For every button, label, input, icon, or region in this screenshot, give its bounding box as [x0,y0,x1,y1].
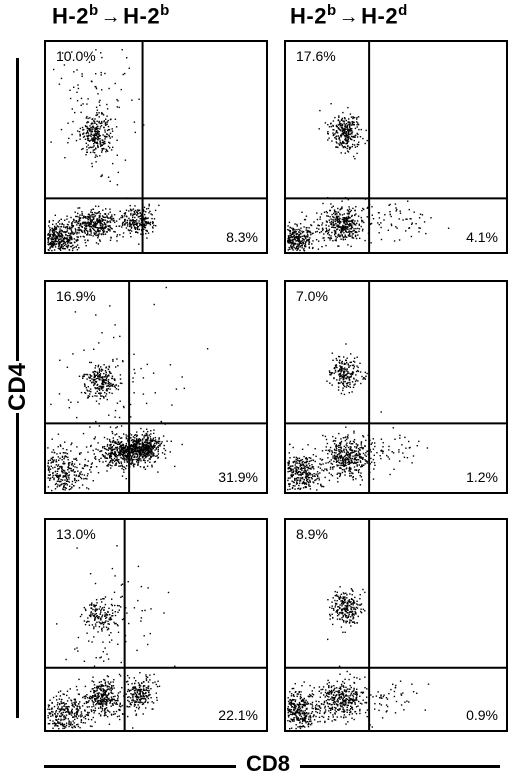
flow-plot-r0c1: 17.6% 4.1% [284,40,508,254]
x-axis-label: CD8 [236,750,301,778]
lower-right-percent: 0.9% [466,707,498,723]
event-dots [47,49,160,252]
flow-plot-r1c1: 7.0% 1.2% [284,280,508,494]
plot-frame [284,280,508,494]
event-dots [287,343,429,491]
event-dots [287,586,430,730]
plot-frame [284,518,508,732]
flow-plot-r2c0: 13.0% 22.1% [44,518,268,732]
arrow-icon: → [100,6,122,29]
upper-left-percent: 17.6% [296,48,336,64]
header-sup: d [398,2,408,19]
event-dots [287,103,450,252]
event-dots [47,286,209,492]
flow-plot-r2c1: 8.9% 0.9% [284,518,508,732]
lower-right-percent: 31.9% [218,469,258,485]
header-base: H-2 [290,3,327,29]
column-header-syngeneic: H-2b →H-2b [52,2,170,29]
lower-right-percent: 8.3% [226,229,258,245]
arrow-icon: → [338,6,360,29]
header-base: H-2 [123,3,161,29]
plot-frame [284,40,508,254]
upper-left-percent: 8.9% [296,526,328,542]
upper-left-percent: 13.0% [56,526,96,542]
lower-right-percent: 4.1% [466,229,498,245]
lower-right-percent: 1.2% [466,469,498,485]
upper-left-percent: 10.0% [56,48,96,64]
flow-plot-r1c0: 16.9% 31.9% [44,280,268,494]
upper-left-percent: 7.0% [296,288,328,304]
header-sup: b [326,2,337,19]
y-axis-label: CD4 [3,361,33,413]
header-base: H-2 [52,3,89,29]
header-sup: b [88,2,99,19]
plot-frame [44,280,268,494]
header-sup: b [160,2,170,19]
column-header-allogeneic: H-2b →H-2d [290,2,408,29]
plot-frame [44,518,268,732]
event-dots [47,545,176,730]
flow-plot-r0c0: 10.0% 8.3% [44,40,268,254]
upper-left-percent: 16.9% [56,288,96,304]
header-base: H-2 [361,3,399,29]
lower-right-percent: 22.1% [218,707,258,723]
